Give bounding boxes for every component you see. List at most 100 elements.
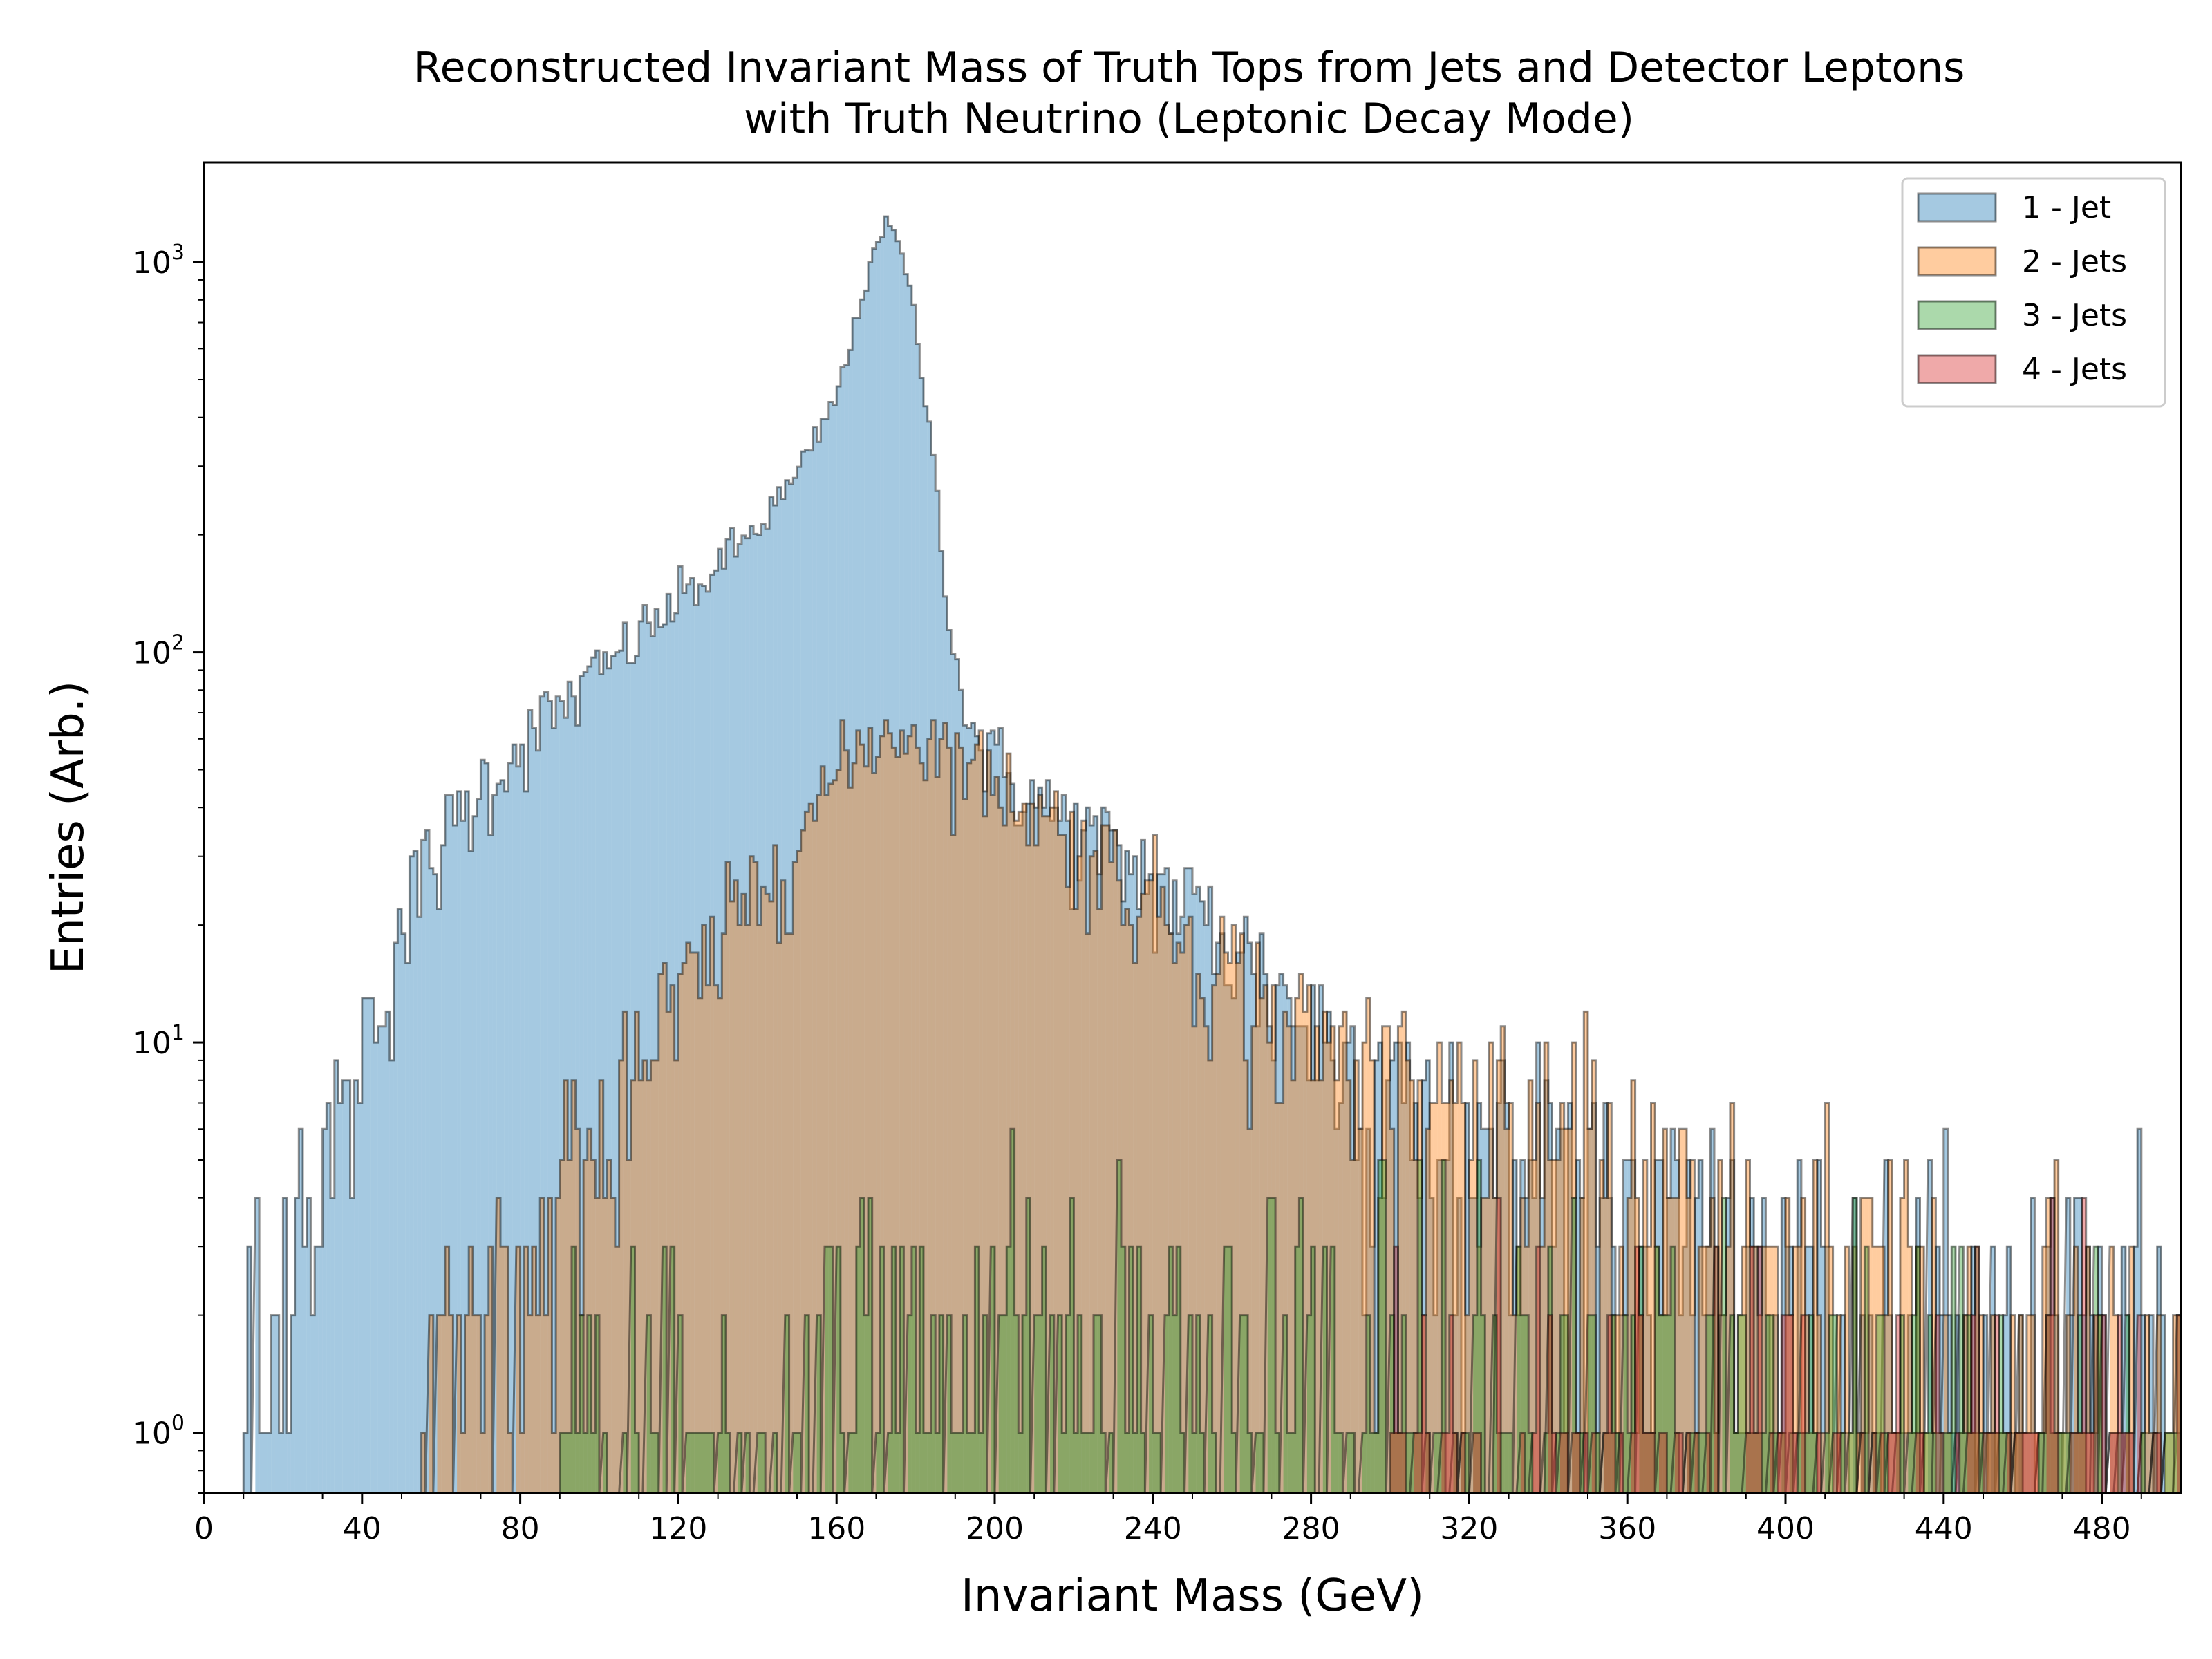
- bar: [1548, 1103, 1553, 1493]
- bar: [1094, 816, 1098, 1493]
- bar: [781, 880, 785, 1493]
- bar: [1081, 821, 1086, 1493]
- bar: [2149, 1432, 2153, 1493]
- x-tick-label: 0: [194, 1511, 214, 1546]
- bar: [457, 1315, 461, 1493]
- bar: [892, 747, 896, 1493]
- bar: [2173, 1432, 2177, 1493]
- bar: [1991, 1246, 1996, 1493]
- bar: [769, 901, 774, 1493]
- bar: [1591, 1432, 1596, 1493]
- bar: [1678, 1432, 1683, 1493]
- bar: [1785, 1197, 1790, 1493]
- bar: [2082, 1432, 2086, 1493]
- bar: [666, 1011, 671, 1493]
- bar: [318, 1246, 323, 1493]
- bar: [816, 795, 821, 1493]
- bar: [591, 1432, 596, 1493]
- bar: [710, 1432, 714, 1493]
- bar: [2161, 1315, 2166, 1493]
- bar: [1311, 985, 1315, 1493]
- bar: [2177, 1315, 2181, 1493]
- bar: [1572, 1197, 1576, 1493]
- bar: [595, 1197, 599, 1493]
- bar: [1738, 1315, 1743, 1493]
- bar: [1053, 791, 1058, 1493]
- bar: [896, 756, 900, 1493]
- bar: [915, 1432, 920, 1493]
- bar: [1687, 1197, 1691, 1493]
- bar: [1156, 874, 1161, 1493]
- bar: [789, 933, 794, 1493]
- bar: [1002, 825, 1007, 1493]
- bar: [496, 1197, 500, 1493]
- bar: [998, 807, 1003, 1493]
- bar: [1908, 1432, 1913, 1493]
- bar: [1085, 1432, 1090, 1493]
- bar: [686, 1432, 691, 1493]
- bar: [1959, 1432, 1964, 1493]
- bar: [848, 350, 853, 1493]
- bar: [1453, 1432, 1458, 1493]
- bar: [1817, 1432, 1821, 1493]
- bar: [773, 845, 778, 1493]
- bar: [1528, 1160, 1533, 1493]
- bar: [765, 529, 769, 1493]
- bar: [876, 1432, 881, 1493]
- bar: [1117, 1160, 1122, 1493]
- bar: [1564, 1315, 1568, 1493]
- bar: [1062, 835, 1066, 1493]
- bar: [1643, 1160, 1647, 1493]
- bar: [1074, 908, 1078, 1493]
- bar: [1386, 1080, 1390, 1493]
- bar: [1306, 1080, 1311, 1493]
- bar: [1504, 1432, 1509, 1493]
- bar: [559, 1160, 564, 1493]
- bar: [2050, 1432, 2054, 1493]
- bar: [1833, 1432, 1837, 1493]
- bar: [2129, 1246, 2134, 1493]
- bar: [1872, 1432, 1877, 1493]
- bar: [536, 750, 541, 1493]
- bar: [1931, 1432, 1936, 1493]
- bar: [1528, 1080, 1533, 1493]
- bar: [1631, 1432, 1635, 1493]
- bar: [777, 487, 782, 1494]
- bar: [2097, 1315, 2102, 1493]
- bar: [1924, 1432, 1928, 1493]
- bar: [1643, 1432, 1647, 1493]
- bar: [1979, 1432, 1983, 1493]
- bar: [1912, 1432, 1916, 1493]
- bar: [1559, 1103, 1564, 1493]
- bar: [2133, 1246, 2138, 1493]
- bar: [2023, 1432, 2027, 1493]
- bar: [2050, 1315, 2054, 1493]
- bar: [1931, 1197, 1936, 1493]
- bar: [1647, 1315, 1651, 1493]
- bar: [2074, 1432, 2079, 1493]
- bar: [1591, 1103, 1596, 1493]
- bar: [1465, 1103, 1470, 1493]
- legend: 1 - Jet 2 - Jets 3 - Jets 4 - Jets: [1901, 177, 2166, 408]
- bar: [1366, 1129, 1371, 1493]
- bar: [931, 1315, 936, 1493]
- bar: [630, 1246, 635, 1493]
- bar: [1022, 803, 1027, 1493]
- bar: [1872, 1432, 1877, 1493]
- bar: [753, 534, 758, 1494]
- bar: [1058, 821, 1062, 1493]
- bar: [872, 248, 877, 1493]
- bar: [2082, 1315, 2086, 1493]
- bar: [1825, 1103, 1829, 1493]
- bar: [1006, 773, 1011, 1493]
- bar: [2121, 1432, 2126, 1493]
- bar: [1714, 1432, 1718, 1493]
- bar: [1738, 1432, 1743, 1493]
- bar: [1544, 1432, 1548, 1493]
- bar: [903, 274, 908, 1493]
- bar: [334, 1060, 339, 1493]
- bar: [575, 725, 580, 1493]
- bar: [1267, 1042, 1272, 1493]
- bar: [2125, 1315, 2130, 1493]
